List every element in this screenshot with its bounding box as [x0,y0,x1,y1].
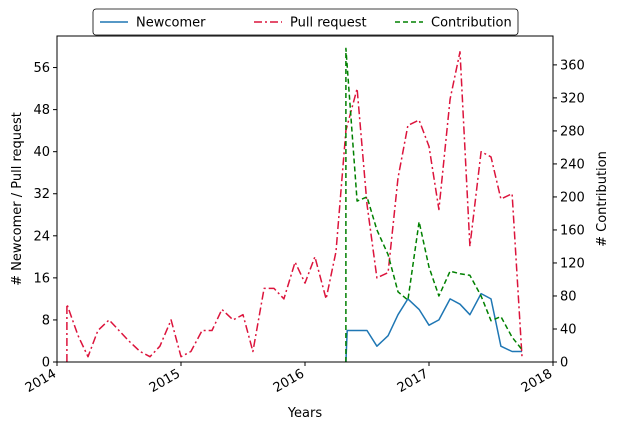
y-left-tick-label: 0 [42,356,50,371]
legend: Newcomer Pull request Contribution [92,8,519,36]
y-left-tick-label: 32 [33,187,50,202]
legend-label: Contribution [431,16,512,31]
series-layer [66,47,523,363]
legend-label: Pull request [290,16,367,31]
y-right-tick-label: 360 [560,58,585,73]
legend-box [92,8,519,36]
legend-label: Newcomer [136,16,206,31]
y-right-tick-label: 40 [560,322,577,337]
y-right-tick-label: 0 [560,356,568,371]
y-left-tick-label: 16 [33,271,50,286]
series-line-pull-request [66,51,523,362]
series-line-contribution [345,47,523,362]
y-right-tick-label: 320 [560,91,585,106]
y-right-tick-label: 160 [560,223,585,238]
y-right-tick-label: 80 [560,289,577,304]
y-left-tick-label: 24 [33,229,50,244]
legend-items: Newcomer Pull request Contribution [100,16,512,31]
y-right-tick-label: 240 [560,157,585,172]
y-right-tick-label: 200 [560,190,585,205]
y-left-tick-label: 40 [33,145,50,160]
series-line-newcomer [345,292,522,363]
y-right-tick-label: 280 [560,124,585,139]
x-axis-label: Years [287,406,323,421]
y-left-tick-label: 8 [42,313,50,328]
y-left-tick-label: 48 [33,103,50,118]
y-axis-right-label: # Contribution [595,151,610,247]
y-left-tick-label: 56 [33,61,50,76]
y-axis-left-label: # Newcomer / Pull request [10,112,25,286]
y-right-tick-label: 120 [560,256,585,271]
